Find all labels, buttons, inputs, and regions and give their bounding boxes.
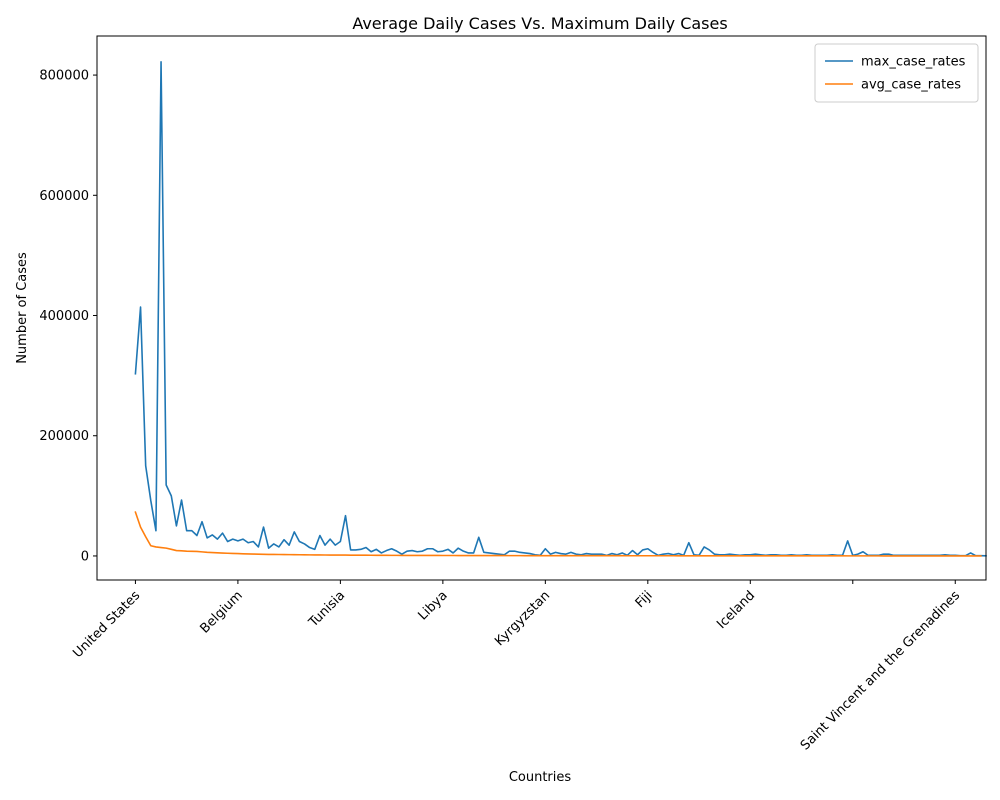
x-axis-label: Countries bbox=[509, 770, 572, 785]
y-tick-label: 400000 bbox=[39, 309, 89, 324]
legend-box bbox=[814, 43, 979, 103]
y-tick-label: 0 bbox=[81, 549, 89, 564]
y-tick-label: 200000 bbox=[39, 429, 89, 444]
y-tick-label: 800000 bbox=[39, 69, 89, 84]
chart-title: Average Daily Cases Vs. Maximum Daily Ca… bbox=[352, 14, 727, 33]
plot-area: 0 200000 400000 600000 800000 United States Be… bbox=[39, 35, 987, 753]
y-axis-label: Number of Cases bbox=[15, 252, 30, 364]
x-tick-label: United States bbox=[70, 588, 143, 661]
x-tick-label: Iceland bbox=[714, 588, 758, 632]
legend-label: max_case_rates bbox=[861, 55, 966, 70]
legend: max_case_rates avg_case_rates bbox=[814, 43, 979, 103]
legend-label: avg_case_rates bbox=[861, 78, 961, 93]
x-tick-label: Fiji bbox=[633, 588, 656, 611]
x-tick-label: Kyrgyzstan bbox=[492, 588, 553, 649]
series-line-max-case-rates bbox=[134, 61, 987, 557]
series-line-avg-case-rates bbox=[134, 511, 982, 557]
x-tick-label: Belgium bbox=[197, 588, 245, 636]
y-tick-label: 600000 bbox=[39, 189, 89, 204]
x-tick-label: Tunisia bbox=[305, 588, 348, 631]
x-tick-label: Libya bbox=[415, 588, 450, 623]
plot-frame bbox=[96, 35, 987, 581]
x-tick-label: Saint Vincent and the Grenadines bbox=[798, 588, 963, 753]
